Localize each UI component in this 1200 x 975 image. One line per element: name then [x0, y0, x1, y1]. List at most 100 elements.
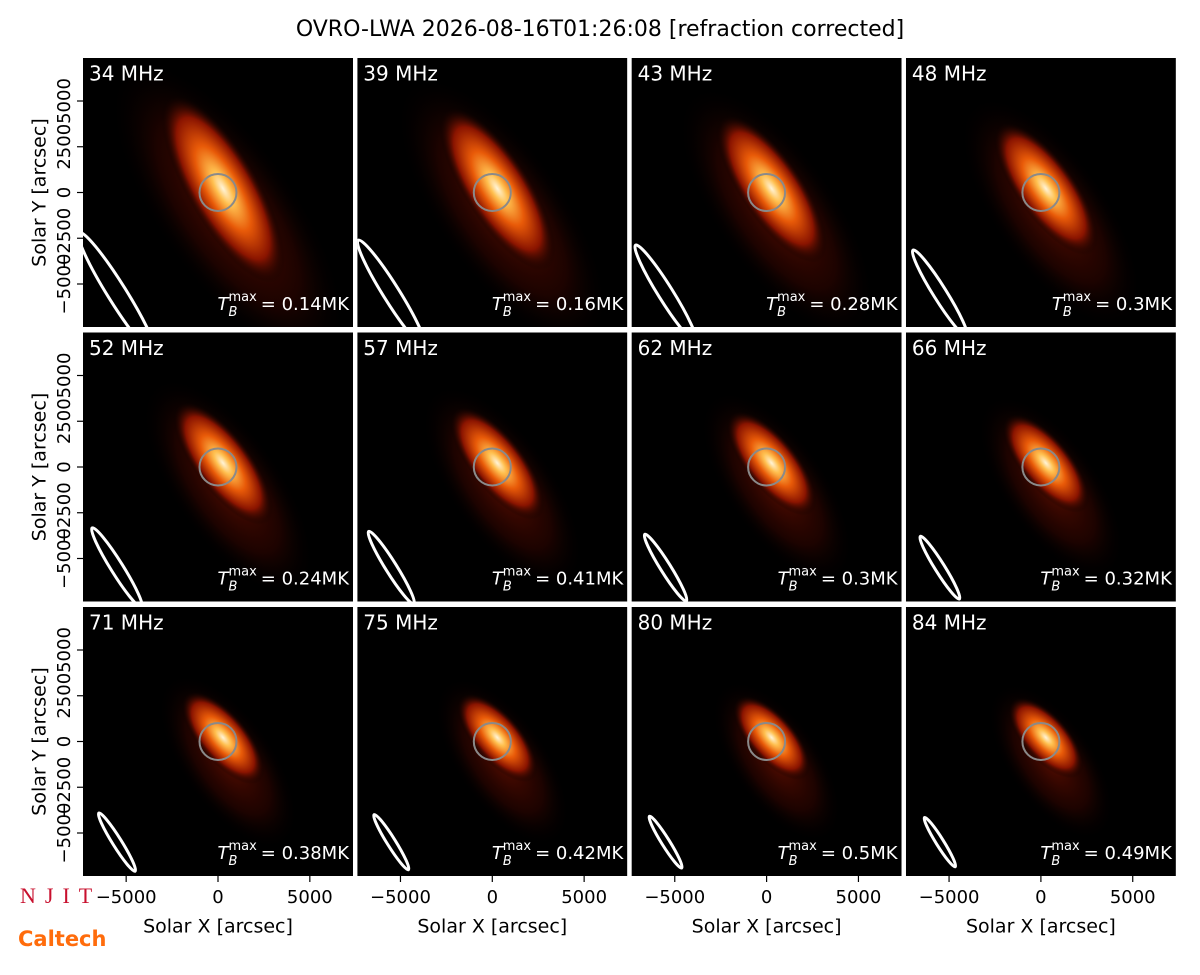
annotation-symbol: T [218, 294, 231, 315]
annotation-superscript: max [1063, 290, 1092, 305]
y-tick-label: −2500 [54, 757, 75, 818]
y-axis-label: Solar Y [arcsec] [29, 118, 51, 266]
x-tick-label: 5000 [561, 887, 607, 908]
emission-core [1008, 696, 1084, 779]
y-tick-label: 5000 [54, 627, 75, 673]
y-tick-label: 2500 [54, 124, 75, 170]
panel-title: 71 MHz [89, 611, 164, 635]
x-tick-label: −5000 [96, 887, 157, 908]
x-tick-label: 0 [1035, 887, 1046, 908]
annotation-subscript: B [789, 854, 798, 869]
emission-core [726, 410, 817, 516]
emission-core [716, 114, 828, 263]
annotation-symbol: T [1040, 569, 1053, 590]
panel-title: 80 MHz [638, 611, 713, 635]
annotation: TBmax = 0.24MK [218, 564, 351, 594]
y-tick-label: −2500 [54, 208, 75, 269]
annotation-subscript: B [1051, 854, 1060, 869]
annotation-superscript: max [503, 564, 532, 579]
annotation-subscript: B [229, 854, 238, 869]
panel-title: 39 MHz [363, 62, 438, 86]
annotation: TBmax = 0.32MK [1040, 564, 1173, 594]
emission-core [161, 94, 285, 283]
emission-core [732, 695, 811, 780]
x-axis-label: Solar X [arcsec] [143, 916, 293, 938]
beam [96, 811, 138, 873]
logo-njit: NJIT [20, 883, 101, 908]
annotation-subscript: B [503, 579, 512, 594]
annotation: TBmax = 0.38MK [218, 839, 351, 869]
figure-title: OVRO-LWA 2026-08-16T01:26:08 [refraction… [296, 17, 904, 42]
annotation-symbol: T [778, 569, 791, 590]
beam [90, 526, 144, 602]
y-tick-label: 2500 [54, 673, 75, 719]
panel [631, 332, 902, 602]
annotation-text: = 0.41MK [535, 569, 624, 590]
annotation-superscript: max [503, 839, 532, 854]
x-tick-label: −5000 [919, 887, 980, 908]
solar-disk [1021, 722, 1061, 761]
solar-disk [472, 447, 512, 487]
panel-title: 48 MHz [912, 62, 987, 86]
y-tick-label: 2500 [54, 398, 75, 444]
y-tick-label: 5000 [54, 353, 75, 399]
x-axis-label: Solar X [arcsec] [417, 916, 567, 938]
panel [357, 332, 628, 602]
annotation-subscript: B [789, 579, 798, 594]
panel-title: 34 MHz [89, 62, 164, 86]
annotation-subscript: B [1051, 579, 1060, 594]
panel [83, 58, 353, 327]
y-tick-label: −5000 [54, 254, 75, 315]
annotation-subscript: B [1063, 305, 1072, 320]
emission-core [1002, 413, 1090, 513]
annotation-superscript: max [228, 290, 257, 305]
y-tick-label: 0 [54, 461, 75, 472]
panel [83, 607, 353, 876]
x-tick-label: 5000 [287, 887, 333, 908]
annotation-text: = 0.3MK [821, 569, 899, 590]
panel-title: 84 MHz [912, 611, 987, 635]
annotation-symbol: T [1052, 294, 1065, 315]
y-tick-label: 0 [54, 736, 75, 747]
annotation: TBmax = 0.49MK [1040, 839, 1173, 869]
y-tick-label: 0 [54, 187, 75, 198]
annotation-text: = 0.32MK [1084, 569, 1173, 590]
annotation-text: = 0.42MK [535, 843, 624, 864]
annotation-superscript: max [228, 839, 257, 854]
annotation-text: = 0.24MK [261, 569, 350, 590]
annotation-text: = 0.49MK [1084, 843, 1173, 864]
beam [372, 813, 411, 872]
solar-disk [198, 722, 238, 761]
emission-core [993, 121, 1099, 256]
annotation: TBmax = 0.5MK [778, 839, 899, 869]
solar-disk [198, 447, 238, 487]
annotation-text: = 0.3MK [1095, 294, 1173, 315]
panel-title: 57 MHz [363, 336, 438, 360]
annotation-superscript: max [503, 290, 532, 305]
solar-disk [747, 447, 787, 487]
solar-disk [747, 722, 787, 761]
solar-disk [747, 173, 787, 212]
annotation-symbol: T [1040, 843, 1053, 864]
y-tick-label: −5000 [54, 803, 75, 864]
annotation-symbol: T [492, 843, 505, 864]
solar-disk [472, 173, 512, 212]
annotation-text: = 0.14MK [261, 294, 350, 315]
annotation: TBmax = 0.42MK [492, 839, 625, 869]
annotation-text: = 0.5MK [821, 843, 899, 864]
panel [357, 607, 628, 876]
panel-title: 75 MHz [363, 611, 438, 635]
solar-disk [198, 173, 238, 212]
panel-title: 43 MHz [638, 62, 713, 86]
annotation-symbol: T [218, 569, 231, 590]
beam [910, 248, 969, 327]
annotation: TBmax = 0.3MK [778, 564, 899, 594]
logo-caltech: Caltech [18, 927, 106, 951]
annotation-symbol: T [766, 294, 779, 315]
emission-core [439, 106, 556, 271]
emission-core [449, 406, 545, 520]
solar-disk [1021, 447, 1061, 487]
